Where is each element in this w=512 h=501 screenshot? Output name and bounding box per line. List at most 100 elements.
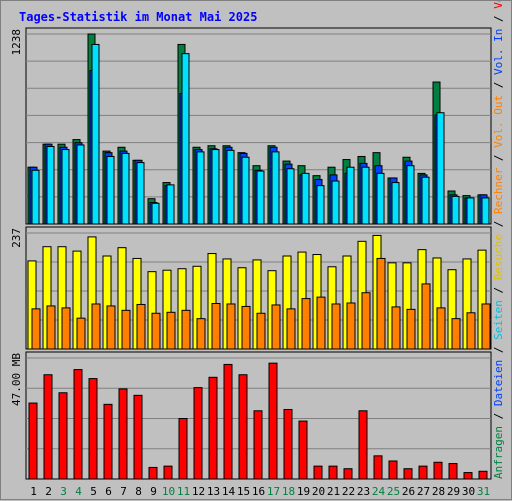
bar-visits-27 (421, 283, 431, 350)
bar-volume-21 (328, 465, 338, 480)
bar-visits-8 (136, 303, 146, 350)
bar-volume-14 (223, 363, 233, 480)
bar-hits-17 (271, 151, 280, 225)
bar-visits-31 (481, 303, 491, 350)
bar-hits-11 (181, 53, 190, 225)
day-label: 24 (372, 485, 386, 498)
bar-volume-16 (253, 410, 263, 480)
legend-separator: / (492, 406, 505, 426)
day-label: 3 (60, 485, 67, 498)
legend-vol-in: Vol. In (492, 29, 505, 75)
day-label: 22 (342, 485, 355, 498)
chart-panels: 1238 237 47.00 MB (10, 27, 492, 480)
bar-hits-28 (436, 112, 445, 225)
right-legend: Anfragen / Dateien / Seiten / Besuche / … (492, 1, 505, 479)
legend-separator: / (492, 9, 505, 29)
bar-hits-18 (286, 168, 295, 225)
legend-separator: / (492, 214, 505, 234)
bar-visits-18 (286, 308, 296, 350)
bar-hits-23 (361, 166, 370, 225)
bar-visits-5 (91, 303, 101, 350)
legend-volumen: Volumen (492, 1, 505, 9)
bar-hits-4 (76, 144, 85, 225)
bar-visits-10 (166, 311, 176, 350)
bar-hits-14 (226, 149, 235, 225)
bar-volume-19 (298, 420, 308, 480)
bar-visits-28 (436, 307, 446, 350)
bar-hits-16 (256, 170, 265, 225)
legend-rechner: Rechner (492, 167, 505, 214)
bar-volume-17 (268, 362, 278, 480)
day-label: 4 (75, 485, 82, 498)
panel-volume-max-label: 47.00 MB (10, 353, 23, 406)
bar-visits-19 (301, 298, 311, 350)
bar-visits-1 (31, 308, 41, 350)
bar-hits-3 (61, 149, 70, 225)
bar-volume-15 (238, 374, 248, 480)
bar-hits-6 (106, 155, 115, 225)
legend-dateien: Dateien (492, 360, 505, 406)
bar-visits-30 (466, 312, 476, 350)
day-label: 19 (297, 485, 310, 498)
bar-hits-22 (346, 166, 355, 225)
bar-hits-15 (241, 156, 250, 225)
bar-visits-21 (331, 303, 341, 350)
bar-visits-26 (406, 308, 416, 350)
bar-hits-19 (301, 172, 310, 225)
legend-anfragen: Anfragen (492, 426, 505, 479)
bar-visits-11 (181, 309, 191, 350)
legend-vol-out: Vol. Out (492, 95, 505, 148)
day-label: 16 (252, 485, 265, 498)
bar-volume-30 (463, 472, 473, 480)
bar-volume-11 (178, 418, 188, 480)
bar-visits-14 (226, 303, 236, 350)
bar-hits-2 (46, 145, 55, 225)
day-label: 26 (402, 485, 415, 498)
bar-hits-5 (91, 43, 100, 225)
bar-hits-12 (196, 151, 205, 225)
panel-hits-max-label: 1238 (10, 29, 23, 56)
bar-volume-28 (433, 461, 443, 480)
bar-hits-9 (151, 202, 160, 225)
day-label: 20 (312, 485, 325, 498)
series-volumen (28, 362, 488, 480)
bar-volume-3 (58, 392, 68, 480)
day-label: 29 (447, 485, 460, 498)
chart-title: Tages-Statistik im Monat Mai 2025 (19, 10, 257, 24)
bar-volume-27 (418, 465, 428, 480)
day-label: 21 (327, 485, 340, 498)
panel-volume: 47.00 MB (10, 351, 492, 480)
panel-visits: 237 (10, 226, 492, 350)
day-labels: 1 2 3 4 5 6 7 8 9 10 11 12 13 14 15 16 17 18 19 20 21 22 23 24 2… (30, 485, 490, 498)
bar-hits-27 (421, 176, 430, 225)
legend-besuche: Besuche (492, 234, 505, 280)
bar-volume-12 (193, 387, 203, 480)
legend-separator: / (492, 340, 505, 360)
day-label: 28 (432, 485, 445, 498)
day-label: 14 (222, 485, 236, 498)
bar-visits-24 (376, 257, 386, 350)
bar-volume-7 (118, 388, 128, 480)
day-label: 25 (387, 485, 400, 498)
bar-volume-4 (73, 369, 83, 480)
bar-volume-1 (28, 402, 38, 480)
legend-separator: / (492, 280, 505, 300)
bar-visits-12 (196, 318, 206, 350)
panel-hits: 1238 (10, 27, 492, 225)
day-label: 18 (282, 485, 295, 498)
bar-hits-8 (136, 162, 145, 225)
bar-volume-29 (448, 463, 458, 480)
bar-volume-25 (388, 460, 398, 480)
day-label: 8 (135, 485, 142, 498)
bar-hits-25 (391, 182, 400, 225)
bar-hits-31 (481, 197, 490, 225)
bar-volume-26 (403, 468, 413, 480)
bar-volume-22 (343, 468, 353, 480)
bar-hits-21 (331, 180, 340, 225)
day-label: 6 (105, 485, 112, 498)
bar-visits-20 (316, 296, 326, 350)
bar-volume-31 (478, 470, 488, 480)
series-rechner (31, 257, 491, 350)
day-label: 23 (357, 485, 370, 498)
